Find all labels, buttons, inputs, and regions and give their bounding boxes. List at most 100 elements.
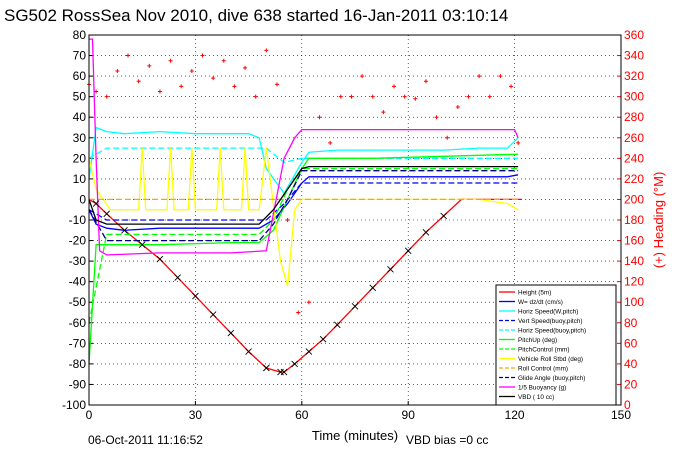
y-tick-label: 80 (73, 28, 87, 42)
footer-timestamp: 06-Oct-2011 11:16:52 (88, 433, 203, 447)
heading-point (402, 94, 407, 99)
legend-box (495, 284, 617, 406)
series-vehicle-roll-stbd-deg (88, 148, 519, 286)
x-tick-label: 0 (86, 408, 93, 422)
heading-point (477, 74, 482, 79)
y2-tick-label: 240 (624, 151, 644, 165)
heading-point (509, 84, 514, 89)
heading-point (466, 94, 471, 99)
heading-point (516, 140, 521, 145)
x-tick-label: 90 (402, 408, 416, 422)
heading-point (317, 115, 322, 120)
height-marker (333, 321, 341, 329)
height-marker (138, 241, 146, 248)
y-tick-label: 40 (73, 110, 87, 124)
y-tick-label: -30 (69, 254, 87, 268)
series-heading (87, 48, 521, 315)
y2-axis-label: (+) Heading (°M) (651, 172, 666, 269)
y2-tick-label: 360 (624, 28, 644, 42)
heading-point (306, 300, 311, 305)
heading-point (94, 89, 99, 94)
heading-point (445, 135, 450, 140)
heading-point (487, 94, 492, 99)
heading-point (147, 63, 152, 68)
y-tick-label: 10 (73, 172, 87, 186)
heading-point (285, 218, 290, 222)
heading-point (296, 310, 301, 315)
height-marker (209, 311, 217, 318)
heading-point (264, 48, 269, 53)
heading-point (370, 94, 375, 99)
y-tick-label: -80 (69, 357, 87, 371)
y2-tick-label: 320 (624, 69, 644, 83)
y2-tick-label: 300 (624, 90, 644, 104)
heading-point (338, 94, 343, 99)
y2-tick-label: 100 (624, 295, 644, 309)
legend-entry: Height (5m) (518, 289, 551, 296)
height-marker (103, 210, 111, 218)
footer-vbd-bias: VBD bias =0 cc (406, 433, 488, 447)
series-layer (87, 38, 522, 376)
height-marker (192, 292, 199, 300)
heading-point (360, 74, 365, 79)
y-tick-label: 20 (73, 151, 87, 165)
y-tick-label: -20 (69, 234, 87, 248)
x-tick-label: 60 (295, 408, 309, 422)
heading-point (381, 110, 386, 115)
height-marker (369, 284, 377, 292)
y-tick-label: -100 (62, 398, 86, 412)
legend: Height (5m) W= dz/dt (cm/s) Horiz Speed(W,… (495, 284, 617, 406)
height-marker (305, 348, 313, 355)
series-pitchup-deg (88, 153, 519, 364)
height-marker (404, 247, 412, 255)
heading-point (434, 115, 439, 120)
heading-point (423, 79, 428, 84)
height-marker (280, 368, 288, 376)
y-tick-label: -10 (69, 213, 87, 227)
y2-tick-label: 280 (624, 110, 644, 124)
height-marker (319, 335, 327, 343)
height-markers (92, 200, 447, 376)
y2-tick-label: 160 (624, 234, 644, 248)
y2-tick-label: 0 (624, 398, 631, 412)
legend-entry: Glide Angle (buoy,pitch) (518, 375, 585, 382)
heading-point (274, 82, 279, 87)
legend-entry: W= dz/dt (cm/s) (518, 299, 563, 306)
chart-title: SG502 RossSea Nov 2010, dive 638 started… (4, 6, 508, 25)
legend-entry: Horiz Speed(buoy,pitch) (518, 327, 586, 334)
heading-point (104, 94, 109, 99)
legend-entry: Vert Speed(buoy,pitch) (518, 318, 583, 325)
x-axis-label: Time (minutes) (312, 428, 398, 443)
height-marker (440, 212, 447, 220)
height-marker (263, 364, 270, 372)
tick-labels: 0 30 60 90 120 15080706050403020100-10-20-30-… (62, 28, 644, 422)
y-tick-label: 30 (73, 131, 87, 145)
y-tick-label: -40 (69, 275, 87, 289)
legend-entry: 1/5 Buoyancy (g) (518, 384, 566, 391)
heading-point (157, 89, 162, 94)
height-marker (156, 255, 164, 263)
legend-entry: VBD ( 10 cc) (518, 394, 554, 401)
y2-tick-label: 80 (624, 316, 638, 330)
y-tick-label: -50 (69, 295, 87, 309)
heading-point (179, 84, 184, 89)
heading-point (211, 76, 216, 81)
height-marker (245, 348, 252, 355)
heading-point (243, 65, 248, 70)
plot-frame (88, 34, 622, 406)
heading-point (221, 58, 226, 63)
y2-tick-label: 140 (624, 254, 644, 268)
heading-point (200, 53, 205, 58)
heading-point (232, 84, 237, 89)
height-marker (291, 360, 299, 368)
y2-tick-label: 340 (624, 49, 644, 63)
grid (88, 34, 622, 406)
legend-entry: Horiz Speed(W,pitch) (518, 308, 578, 315)
heading-point (328, 140, 333, 145)
y-tick-label: 60 (73, 69, 87, 83)
series-pitchcontrol-mm (88, 167, 519, 323)
height-marker (121, 226, 128, 234)
heading-point (168, 58, 173, 63)
height-marker (387, 266, 394, 273)
